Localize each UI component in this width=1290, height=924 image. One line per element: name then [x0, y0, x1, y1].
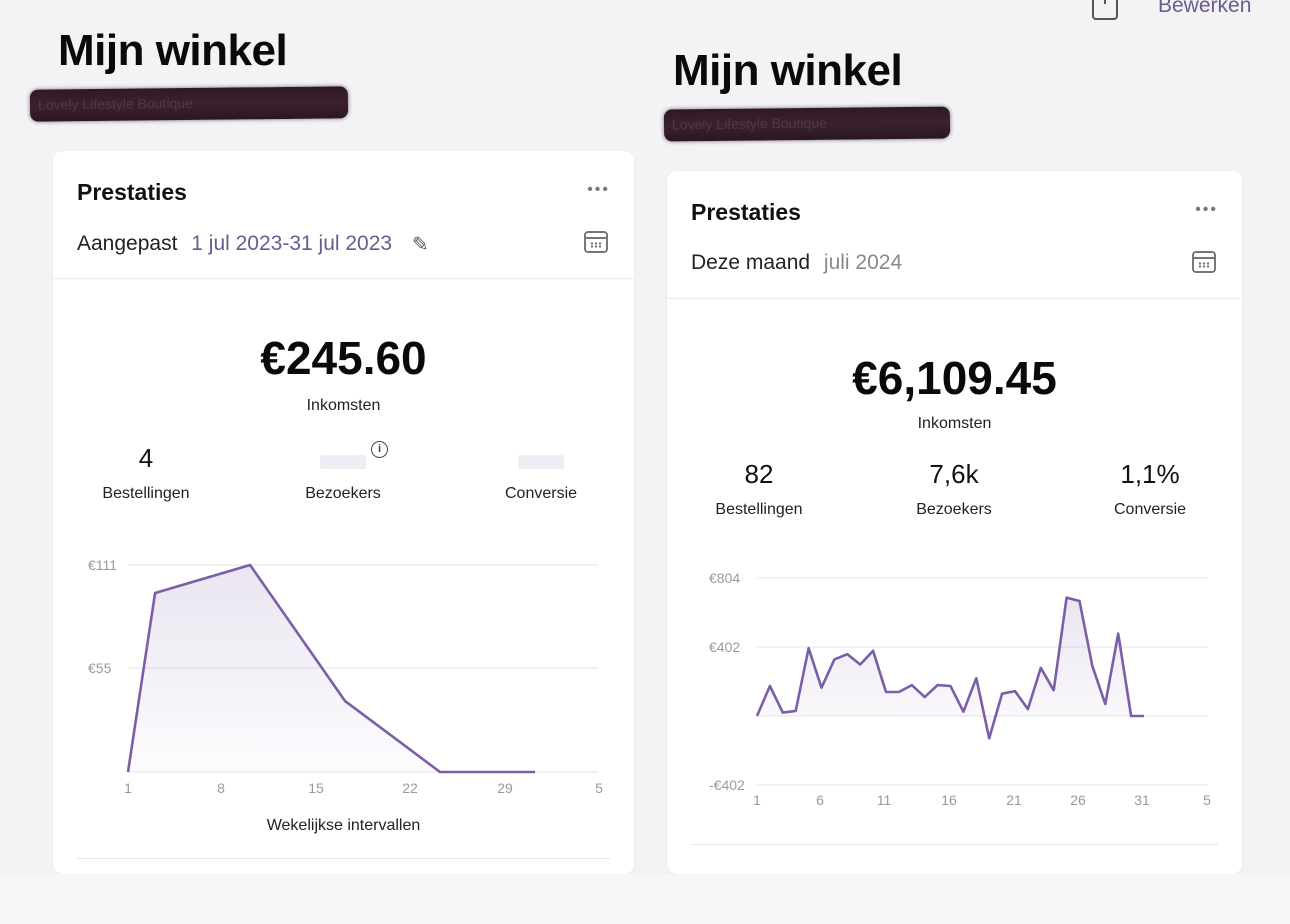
kpi-orders: 82 Bestellingen	[669, 459, 849, 519]
edit-link[interactable]: Bewerken	[1158, 0, 1252, 17]
card-divider	[77, 858, 610, 859]
x-tick-label: 31	[1134, 792, 1150, 808]
x-tick-label: 11	[877, 792, 892, 808]
card-title: Prestaties	[691, 199, 801, 225]
performance-card: Prestaties ••• Aangepast 1 jul 2023-31 j…	[53, 151, 634, 874]
loading-placeholder	[320, 455, 366, 469]
y-tick-label: €55	[88, 660, 112, 676]
period-value[interactable]: 1 jul 2023-31 jul 2023	[191, 232, 393, 255]
chart-line	[755, 596, 1144, 740]
period-row[interactable]: Deze maand juli 2024	[691, 251, 902, 275]
kpi-orders: 4 Bestellingen	[56, 443, 236, 503]
x-tick-label: 6	[816, 792, 824, 808]
kpi-conversion-value	[451, 443, 631, 477]
revenue-value: €6,109.45	[852, 352, 1057, 404]
card-divider	[691, 844, 1218, 845]
period-row[interactable]: Aangepast 1 jul 2023-31 jul 2023 ✎	[77, 231, 429, 256]
chart-area	[128, 565, 535, 772]
redacted-shop-name: Lovely Lifestyle Boutique	[663, 106, 951, 142]
x-tick-label: 29	[497, 780, 513, 796]
kpi-visitors-value	[253, 443, 433, 477]
card-title: Prestaties	[77, 179, 187, 205]
loading-placeholder	[518, 455, 564, 469]
kpi-conversion-value: 1,1%	[1120, 459, 1180, 489]
y-tick-label: €804	[709, 570, 740, 586]
card-header: Prestaties ••• Deze maand juli 2024	[667, 171, 1242, 299]
card-header: Prestaties ••• Aangepast 1 jul 2023-31 j…	[53, 151, 634, 279]
period-label: Deze maand	[691, 251, 811, 274]
kpi-conversion-label: Conversie	[504, 485, 578, 502]
shop-title: Mijn winkel	[58, 26, 288, 75]
redacted-text: Lovely Lifestyle Boutique	[37, 94, 193, 113]
kpi-visitors-label: Bezoekers	[305, 485, 381, 502]
x-tick-label: 5	[1203, 792, 1211, 808]
kpi-visitors: Bezoekers	[253, 443, 433, 503]
revenue-chart: €111 €55 1 8 15 22 29 5	[88, 557, 603, 796]
x-tick-label: 21	[1006, 792, 1022, 808]
top-bar: Bewerken	[1030, 0, 1290, 20]
x-tick-label: 22	[402, 780, 418, 796]
kpi-visitors-label: Bezoekers	[916, 501, 992, 518]
period-label: Aangepast	[77, 232, 178, 255]
share-icon[interactable]	[1092, 0, 1118, 20]
kpi-conversion: 1,1% Conversie	[1060, 459, 1240, 519]
more-options-icon[interactable]: •••	[587, 181, 610, 198]
chart-line	[126, 563, 535, 774]
kpi-orders-value: 82	[744, 459, 774, 489]
x-tick-label: 1	[124, 780, 132, 796]
redacted-shop-name: Lovely Lifestyle Boutique	[29, 86, 349, 122]
x-axis-caption: Wekelijkse intervallen	[266, 817, 421, 834]
kpi-visitors-value: 7,6k	[929, 459, 979, 489]
kpi-conversion-label: Conversie	[1113, 501, 1187, 518]
more-options-icon[interactable]: •••	[1195, 201, 1218, 218]
kpi-orders-value: 4	[138, 443, 154, 473]
x-tick-label: 26	[1070, 792, 1086, 808]
info-icon[interactable]: i	[371, 441, 388, 458]
x-tick-label: 16	[941, 792, 957, 808]
kpi-conversion: Conversie	[451, 443, 631, 503]
pencil-icon[interactable]: ✎	[411, 234, 429, 256]
shop-title: Mijn winkel	[673, 46, 903, 95]
revenue-value: €245.60	[260, 332, 427, 384]
period-value[interactable]: juli 2024	[823, 251, 903, 274]
y-tick-label: -€402	[709, 777, 745, 793]
kpi-orders-label: Bestellingen	[715, 501, 803, 518]
chart-area	[757, 597, 1144, 739]
calendar-icon[interactable]	[584, 231, 608, 253]
revenue-label: Inkomsten	[306, 397, 381, 414]
y-tick-label: €111	[88, 557, 117, 573]
kpi-orders-label: Bestellingen	[102, 485, 190, 502]
x-tick-label: 1	[753, 792, 761, 808]
kpi-visitors: 7,6k Bezoekers	[864, 459, 1044, 519]
x-tick-label: 8	[217, 780, 225, 796]
revenue-label: Inkomsten	[917, 415, 992, 432]
y-tick-label: €402	[709, 639, 740, 655]
x-tick-label: 5	[595, 780, 603, 796]
bottom-band	[0, 874, 1290, 924]
performance-card: Prestaties ••• Deze maand juli 2024 €6,1…	[667, 171, 1242, 874]
x-tick-label: 15	[308, 780, 324, 796]
redacted-text: Lovely Lifestyle Boutique	[671, 114, 827, 133]
calendar-icon[interactable]	[1192, 251, 1216, 273]
